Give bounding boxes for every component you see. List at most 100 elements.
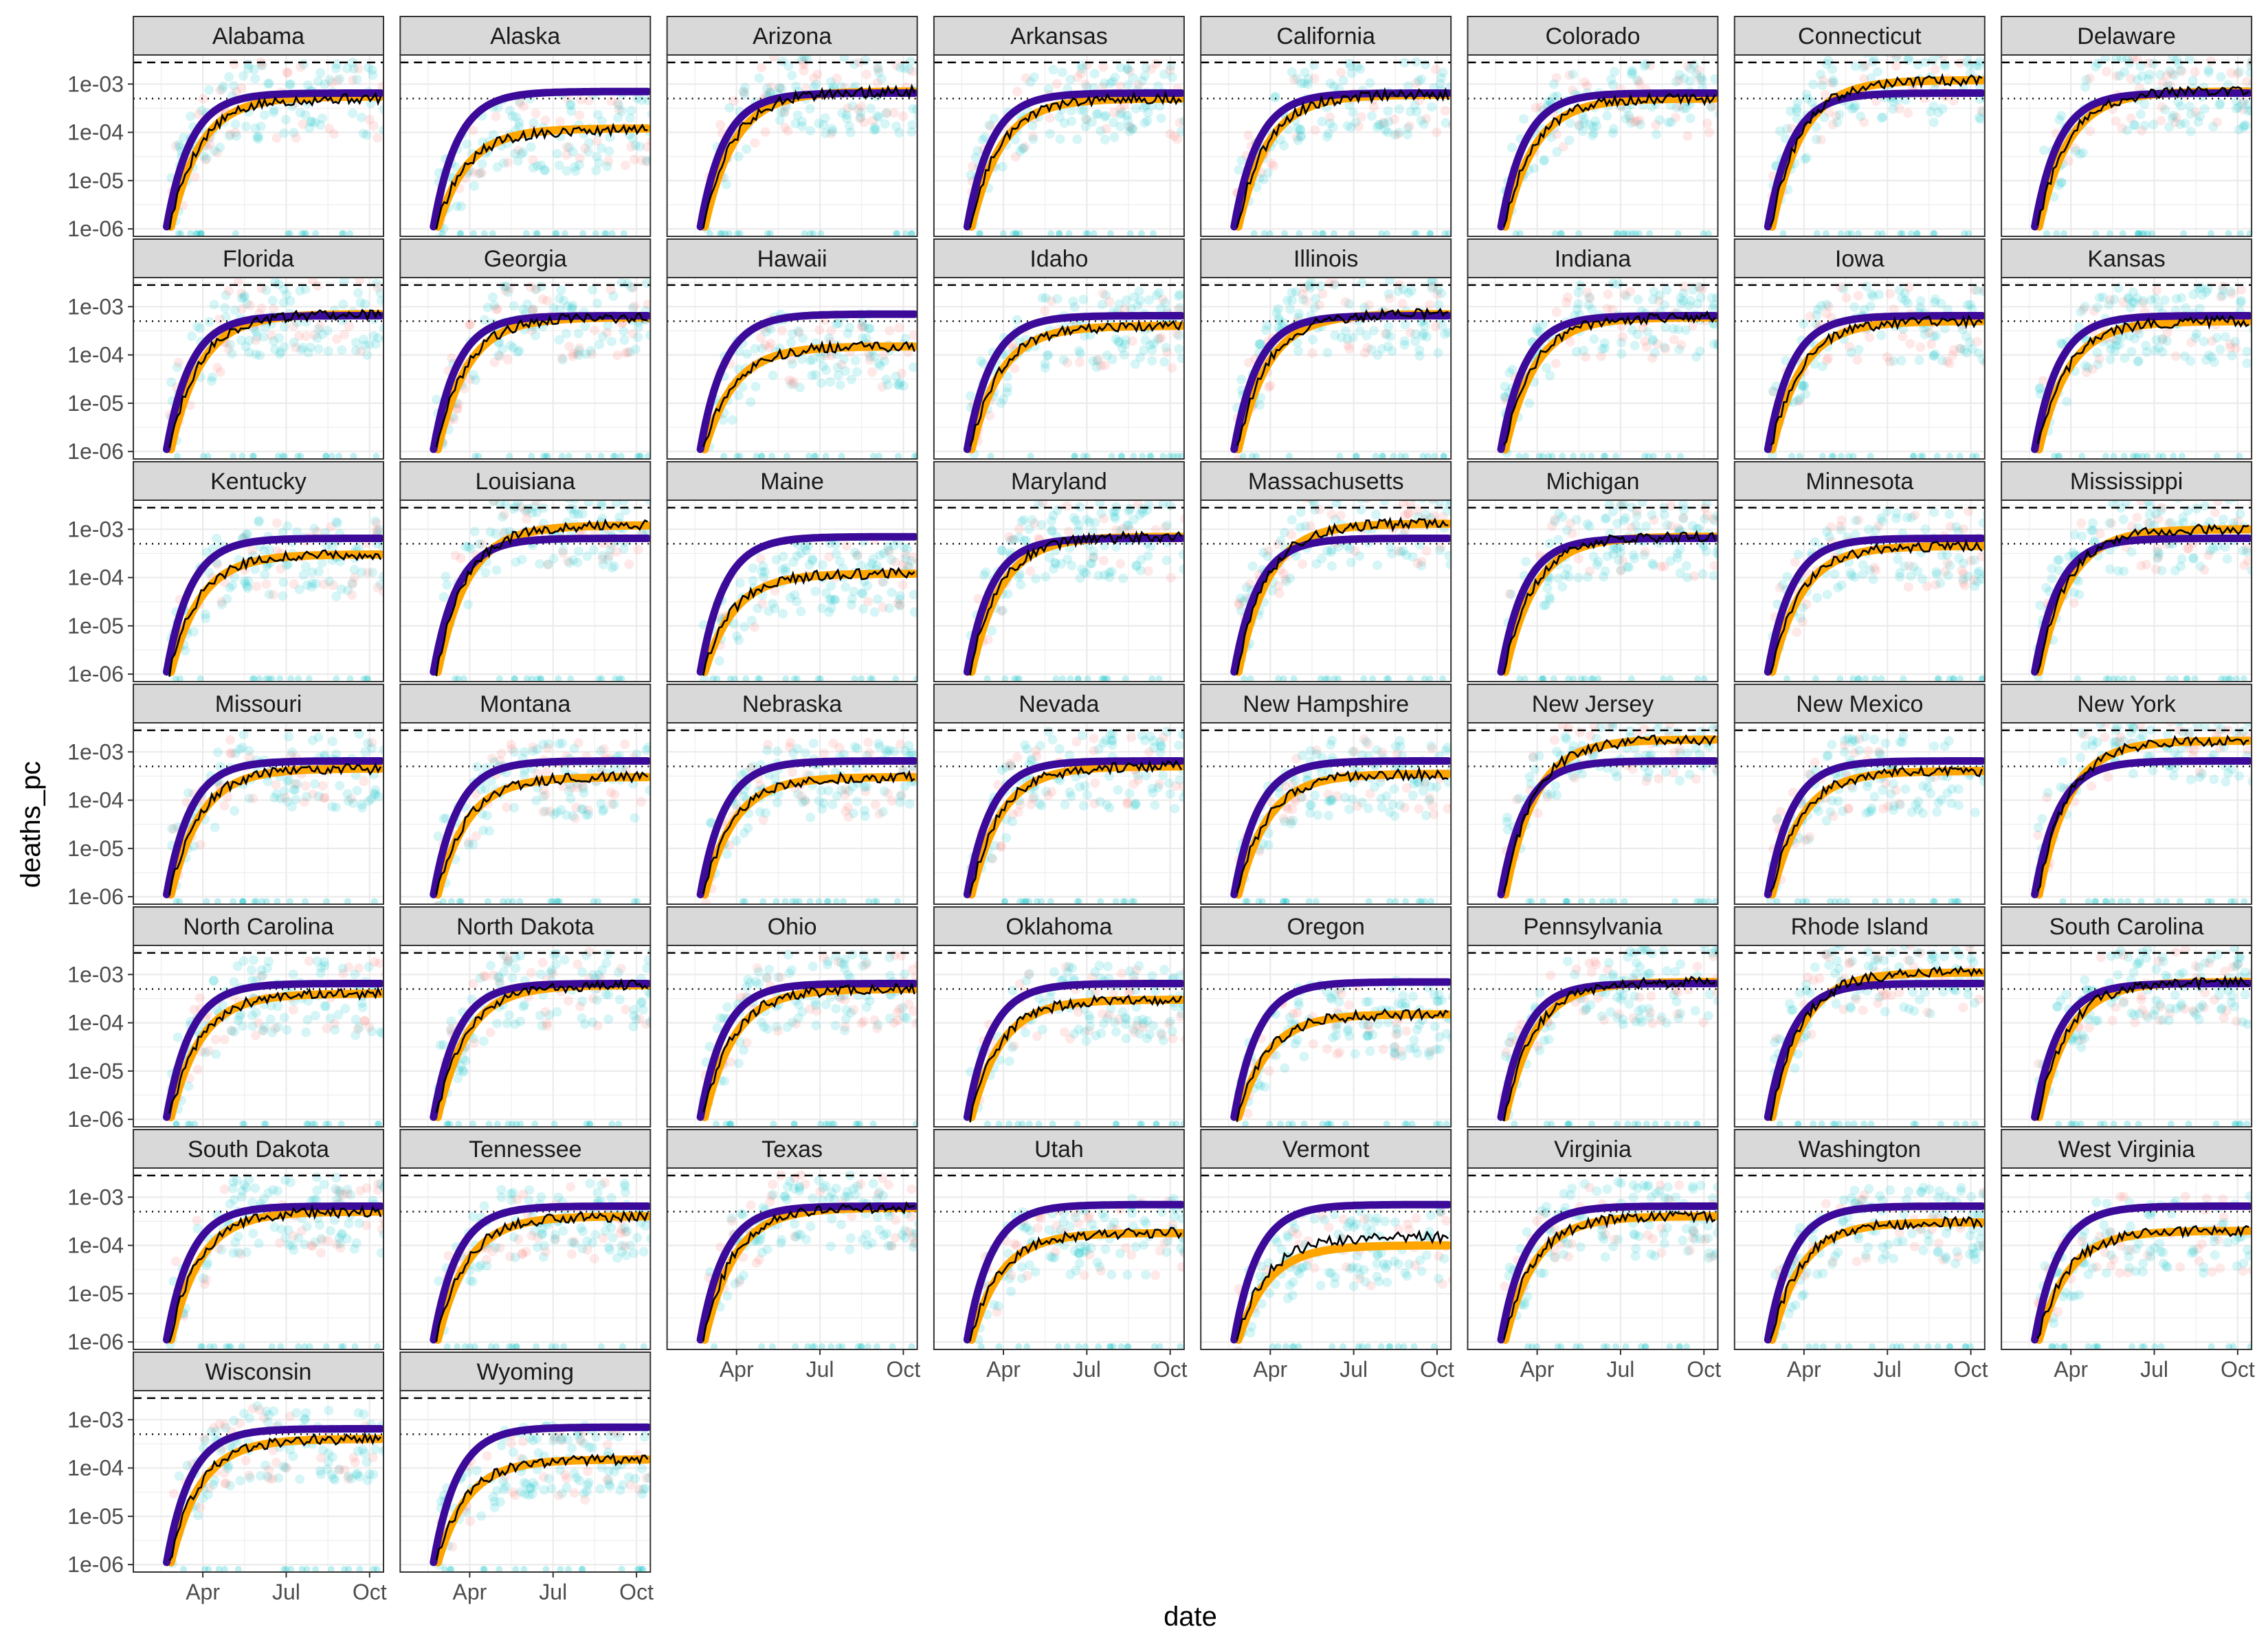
scatter-point: [581, 810, 592, 820]
floor-point: [460, 675, 467, 682]
scatter-point: [1412, 106, 1422, 117]
floor-point: [1074, 675, 1082, 682]
floor-point: [1548, 453, 1556, 459]
scatter-point: [434, 233, 444, 236]
floor-point: [1847, 230, 1855, 236]
scatter-point: [1864, 524, 1874, 535]
scatter-point: [776, 106, 786, 117]
scatter-point: [471, 831, 481, 841]
floor-point: [1897, 230, 1904, 236]
scatter-point: [1877, 516, 1887, 526]
scatter-point: [332, 518, 342, 528]
scatter-point: [1296, 78, 1307, 89]
floor-point: [909, 230, 916, 236]
scatter-point: [1542, 363, 1552, 373]
scatter-point: [852, 551, 863, 561]
scatter-point: [1027, 121, 1038, 131]
scatter-point: [1036, 519, 1047, 530]
scatter-point: [718, 415, 729, 425]
scatter-point: [364, 796, 374, 807]
floor-point: [2102, 675, 2110, 682]
panel-border: [399, 54, 652, 237]
scatter-point: [375, 579, 383, 590]
scatter-point: [1278, 318, 1289, 328]
scatter-point: [1829, 78, 1839, 88]
strip-label: Georgia: [484, 246, 567, 272]
scatter-point: [579, 788, 589, 798]
scatter-point: [907, 126, 917, 137]
scatter-point: [1088, 546, 1098, 557]
scatter-point: [1687, 521, 1698, 531]
scatter-point: [1627, 69, 1637, 80]
scatter-point: [1874, 289, 1885, 300]
scatter-point: [1845, 341, 1855, 352]
scatter-point: [278, 528, 288, 538]
scatter-point: [496, 748, 507, 759]
scatter-point: [278, 591, 288, 601]
scatter-point: [1318, 289, 1328, 299]
scatter-point: [500, 286, 511, 296]
scatter-point: [317, 113, 327, 124]
scatter-point: [1110, 513, 1120, 524]
panel-connecticut: Connecticut: [1733, 16, 1986, 237]
floor-point: [1521, 675, 1528, 682]
floor-point: [2110, 453, 2117, 459]
scatter-point: [2238, 104, 2248, 115]
panel-california: California: [1200, 16, 1452, 237]
scatter-point: [2177, 554, 2187, 564]
floor-point: [1108, 453, 1115, 459]
scatter-point: [1434, 500, 1445, 507]
scatter-point: [1674, 523, 1684, 533]
floor-point: [177, 675, 184, 682]
floor-point: [983, 675, 991, 682]
scatter-point: [1085, 517, 1095, 528]
scatter-point: [278, 577, 289, 587]
scatter-point: [1131, 561, 1142, 572]
scatter-point: [1584, 120, 1594, 130]
scatter-point: [1678, 104, 1689, 114]
scatter-point: [241, 579, 251, 589]
scatter-point: [1891, 508, 1902, 519]
scatter-point: [1445, 559, 1452, 570]
scatter-point: [1812, 310, 1822, 320]
scatter-point: [1311, 559, 1322, 569]
scatter-point: [872, 594, 882, 605]
floor-point: [370, 898, 378, 904]
scatter-point: [588, 284, 598, 295]
scatter-point: [261, 579, 271, 590]
scatter-point: [469, 370, 479, 380]
floor-point: [1377, 230, 1385, 236]
scatter-point: [1676, 298, 1687, 309]
scatter-point: [1915, 296, 1926, 306]
floor-point: [2246, 230, 2252, 236]
scatter-point: [766, 82, 776, 92]
scatter-point: [2197, 290, 2208, 300]
floor-point: [1645, 453, 1652, 459]
panel-border: [1733, 277, 1986, 460]
floor-point: [511, 675, 518, 682]
scatter-point: [2177, 66, 2187, 76]
scatter-point: [172, 362, 182, 372]
scatter-point: [1344, 299, 1355, 309]
scatter-point: [2039, 145, 2049, 155]
scatter-point: [2115, 71, 2125, 81]
scatter-point: [298, 343, 308, 353]
floor-point: [1149, 230, 1157, 236]
floor-point: [1155, 675, 1163, 682]
scatter-point: [999, 394, 1009, 404]
floor-point: [1052, 675, 1060, 682]
scatter-point: [837, 108, 847, 118]
scatter-point: [1063, 554, 1073, 564]
scatter-point: [1403, 508, 1414, 518]
scatter-point: [1122, 64, 1133, 74]
scatter-point: [1876, 113, 1887, 123]
scatter-point: [625, 347, 635, 357]
scatter-point: [1940, 566, 1950, 576]
scatter-point: [1701, 546, 1711, 557]
scatter-point: [1018, 143, 1028, 153]
scatter-point: [268, 304, 278, 314]
floor-point: [2105, 675, 2113, 682]
scatter-point: [872, 78, 882, 88]
scatter-point: [1850, 515, 1860, 526]
